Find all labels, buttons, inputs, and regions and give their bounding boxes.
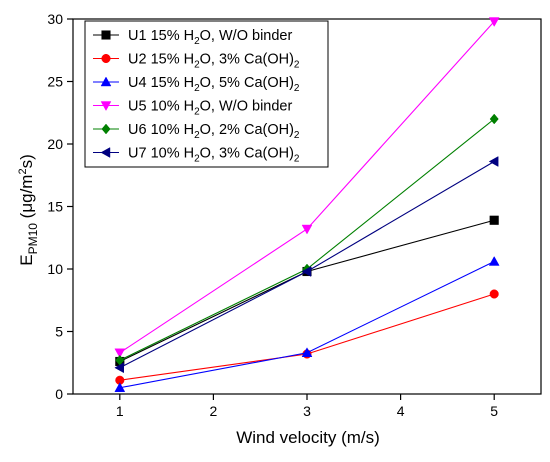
series-line [119, 293, 495, 381]
legend-label: U1 15% H2O, W/O binder [128, 28, 292, 47]
y-label-main: E [17, 254, 36, 265]
series-4 [114, 17, 500, 359]
x-tick-label: 4 [397, 403, 405, 419]
data-point [301, 347, 313, 357]
legend-marker [101, 53, 111, 64]
legend-entry: U1 15% H2O, W/O binder [93, 28, 292, 47]
data-point [114, 362, 125, 374]
data-point [489, 113, 499, 125]
x-tick-label: 3 [303, 403, 311, 419]
x-tick-label: 2 [210, 403, 218, 419]
legend-marker [100, 76, 112, 87]
x-axis-title: Wind velocity (m/s) [236, 428, 380, 447]
legend-box [84, 20, 329, 168]
y-tick-label: 0 [55, 386, 63, 402]
legend-marker [100, 101, 112, 111]
legend-entry: U7 10% H2O, 3% Ca(OH)2 [93, 146, 300, 165]
series-group [114, 17, 500, 392]
y-tick-label: 5 [55, 324, 63, 340]
data-point [301, 224, 313, 235]
y-tick-label: 10 [47, 261, 63, 277]
legend-marker [101, 123, 111, 135]
axes: 1 2 3 4 5 0 5 10 15 20 25 30 [47, 11, 542, 419]
series-1 [115, 215, 499, 367]
data-point [114, 382, 126, 392]
y-label-unit-end: s) [17, 154, 36, 168]
y-tick-label: 25 [47, 74, 63, 90]
y-tick-label: 20 [47, 136, 63, 152]
legend-entry: U2 15% H2O, 3% Ca(OH)2 [93, 52, 300, 71]
legend-entry: U5 10% H2O, W/O binder [93, 99, 292, 118]
data-point [301, 266, 312, 277]
y-label-unit: (μg/m [17, 175, 36, 224]
legend-label: U2 15% H2O, 3% Ca(OH)2 [128, 52, 300, 71]
y-tick-label: 30 [47, 11, 63, 27]
legend-label: U4 15% H2O, 5% Ca(OH)2 [128, 75, 300, 94]
y-axis-title: EPM10 (μg/m2s) [17, 154, 40, 266]
x-tick-label: 1 [116, 403, 124, 419]
legend-label: U6 10% H2O, 2% Ca(OH)2 [128, 122, 300, 141]
legend: U1 15% H2O, W/O binder U2 15% H2O, 3% Ca(… [84, 20, 329, 168]
series-6 [114, 156, 499, 374]
legend-label: U5 10% H2O, W/O binder [128, 99, 292, 118]
legend-label: U7 10% H2O, 3% Ca(OH)2 [128, 146, 300, 165]
series-line [119, 219, 495, 362]
legend-marker [100, 147, 111, 158]
legend-marker [101, 30, 111, 40]
data-point [489, 289, 499, 299]
legend-entry: U6 10% H2O, 2% Ca(OH)2 [93, 122, 300, 141]
data-point [488, 256, 500, 266]
legend-entry: U4 15% H2O, 5% Ca(OH)2 [93, 75, 300, 94]
y-label-sub: PM10 [26, 223, 40, 255]
y-label-sup: 2 [17, 168, 29, 174]
data-point [488, 156, 499, 167]
series-line [119, 261, 495, 389]
series-3 [114, 256, 500, 392]
series-2 [115, 289, 499, 385]
x-tick-label: 5 [490, 403, 498, 419]
y-tick-label: 15 [47, 199, 63, 215]
data-point [489, 215, 499, 225]
data-point [114, 348, 126, 359]
data-point [488, 17, 500, 27]
